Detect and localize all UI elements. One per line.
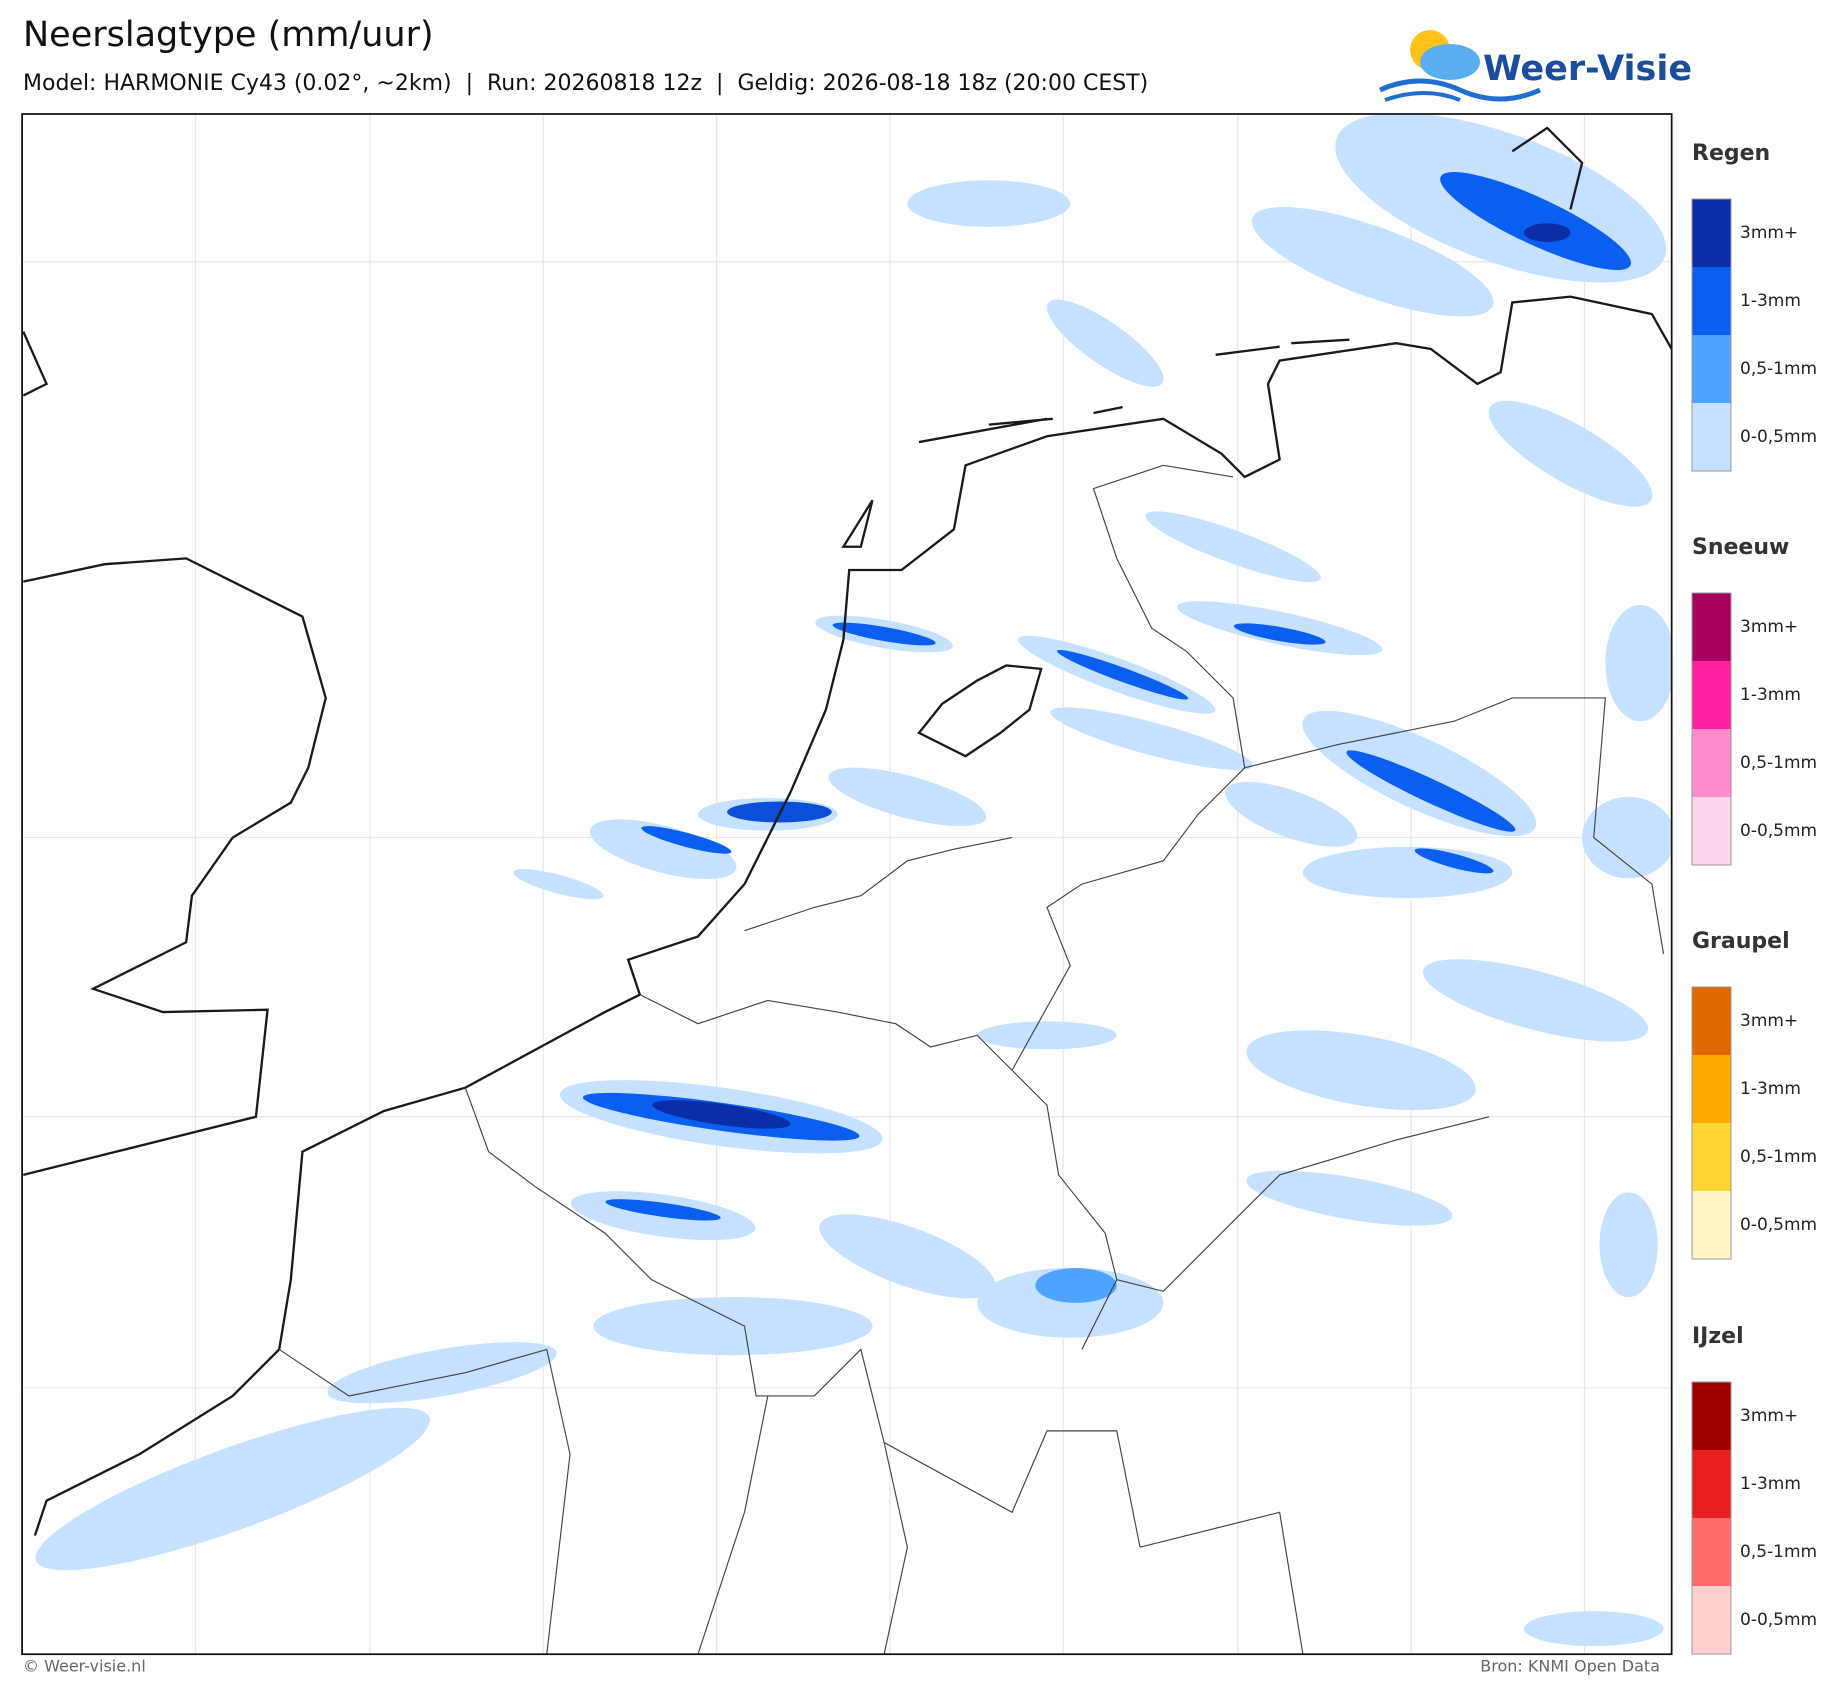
legend-label: 1-3mm	[1740, 1474, 1801, 1494]
legend-swatch	[1692, 987, 1731, 1055]
legend-label: 0,5-1mm	[1740, 1542, 1817, 1562]
legend-label: 1-3mm	[1740, 685, 1801, 705]
legend-swatch	[1692, 661, 1731, 729]
graticule	[22, 114, 1672, 1655]
footer-credit: © Weer-visie.nl	[23, 1657, 146, 1676]
legend-label: 3mm+	[1740, 1406, 1798, 1426]
legend-label: 0-0,5mm	[1740, 427, 1817, 447]
precipitation-heavy	[582, 172, 1631, 1303]
borders	[278, 464, 1665, 1655]
map-frame	[21, 113, 1673, 1656]
legend-title: Regen	[1692, 141, 1770, 166]
logo: Weer-Visie	[1378, 30, 1692, 102]
legend-swatch	[1692, 797, 1731, 865]
legend-swatch	[1692, 1055, 1731, 1123]
logo-text: Weer-Visie	[1483, 49, 1692, 89]
legend-swatch	[1692, 1450, 1731, 1518]
legend-swatch	[1692, 1191, 1731, 1259]
coastlines	[22, 126, 1672, 1536]
legend-label: 3mm+	[1740, 223, 1798, 243]
legend-swatch	[1692, 267, 1731, 335]
legend-label: 3mm+	[1740, 1011, 1798, 1031]
subtitle: Model: HARMONIE Cy43 (0.02°, ~2km) | Run…	[23, 71, 1148, 96]
legend-label: 0,5-1mm	[1740, 1147, 1817, 1167]
legend-label: 0-0,5mm	[1740, 821, 1817, 841]
legend-swatch	[1692, 1518, 1731, 1586]
legend-swatch	[1692, 1586, 1731, 1654]
legend-swatch	[1692, 1382, 1731, 1450]
legend-swatch	[1692, 403, 1731, 471]
legend-box	[1691, 198, 1732, 472]
legend-label: 1-3mm	[1740, 291, 1801, 311]
legend-box	[1691, 986, 1732, 1260]
title: Neerslagtype (mm/uur)	[23, 15, 434, 55]
legend-swatch	[1692, 199, 1731, 267]
legend-label: 3mm+	[1740, 617, 1798, 637]
legend-label: 0-0,5mm	[1740, 1610, 1817, 1630]
legend-box	[1691, 1381, 1732, 1655]
legend-title: Graupel	[1692, 929, 1790, 954]
legend-label: 0,5-1mm	[1740, 359, 1817, 379]
legend-title: IJzel	[1692, 1324, 1744, 1349]
legend-swatch	[1692, 335, 1731, 403]
legend-label: 1-3mm	[1740, 1079, 1801, 1099]
legend: Regen 3mm+ 1-3mm 0,5-1mm 0-0,5mm Sneeuw 3mm+ 1-…	[1691, 141, 1817, 1655]
map	[21, 113, 1673, 1656]
legend-swatch	[1692, 1123, 1731, 1191]
legend-title: Sneeuw	[1692, 535, 1789, 560]
legend-box	[1691, 592, 1732, 866]
legend-swatch	[1692, 729, 1731, 797]
legend-label: 0,5-1mm	[1740, 753, 1817, 773]
legend-swatch	[1692, 593, 1731, 661]
footer-source: Bron: KNMI Open Data	[1480, 1657, 1660, 1676]
legend-label: 0-0,5mm	[1740, 1215, 1817, 1235]
